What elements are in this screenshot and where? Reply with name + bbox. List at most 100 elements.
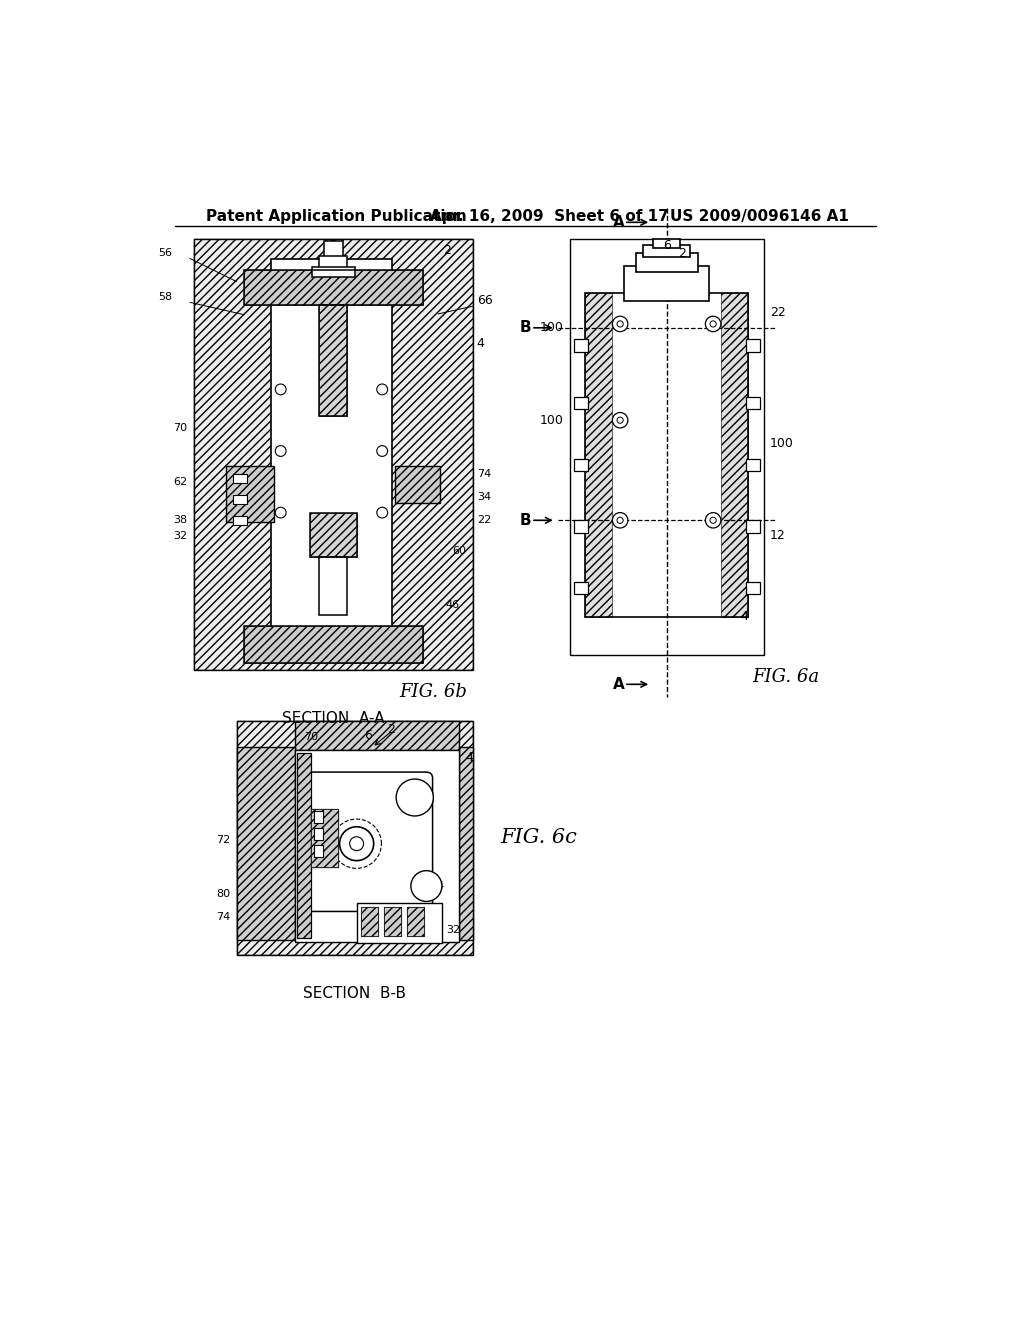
Bar	[653, 239, 680, 248]
Bar	[459, 747, 473, 940]
Text: 100: 100	[770, 437, 794, 450]
Bar	[384, 907, 400, 936]
Bar	[356, 903, 442, 942]
Text: A: A	[612, 677, 625, 692]
Bar	[226, 466, 274, 521]
Circle shape	[612, 412, 628, 428]
Text: 74: 74	[216, 912, 230, 921]
Bar	[384, 907, 400, 936]
Text: 72: 72	[216, 834, 230, 845]
Bar	[311, 809, 338, 867]
Bar	[636, 253, 697, 272]
Bar	[232, 495, 247, 504]
Bar	[319, 305, 347, 416]
Bar	[573, 582, 588, 594]
Text: 22: 22	[770, 306, 785, 319]
Circle shape	[340, 826, 374, 861]
Bar	[245, 626, 423, 663]
Bar	[324, 240, 343, 257]
Bar	[314, 829, 324, 840]
Text: 34: 34	[430, 880, 444, 891]
Circle shape	[377, 384, 388, 395]
Bar	[407, 907, 424, 936]
Text: 100: 100	[540, 321, 563, 334]
Circle shape	[617, 417, 624, 424]
Text: 2: 2	[388, 723, 395, 737]
Text: US 2009/0096146 A1: US 2009/0096146 A1	[671, 209, 849, 223]
Text: FIG. 6c: FIG. 6c	[500, 828, 577, 847]
Circle shape	[275, 507, 286, 517]
Bar	[745, 339, 760, 351]
Circle shape	[710, 517, 716, 524]
Text: B: B	[520, 321, 531, 335]
Bar	[319, 305, 347, 416]
Text: 4: 4	[740, 610, 749, 623]
Text: 70: 70	[304, 733, 317, 742]
Bar	[310, 512, 356, 557]
Bar	[643, 246, 690, 257]
Bar	[745, 582, 760, 594]
Text: SECTION  B-B: SECTION B-B	[303, 986, 406, 1002]
Text: FIG. 6a: FIG. 6a	[752, 668, 819, 685]
Text: 4: 4	[465, 751, 473, 764]
Circle shape	[706, 512, 721, 528]
Bar	[311, 267, 355, 277]
Text: Patent Application Publication: Patent Application Publication	[206, 209, 466, 223]
Bar	[721, 293, 748, 616]
Text: 6: 6	[328, 239, 335, 252]
Bar	[745, 459, 760, 471]
Text: 46: 46	[445, 601, 460, 610]
Text: 2: 2	[678, 247, 686, 260]
Circle shape	[377, 446, 388, 457]
Circle shape	[396, 779, 433, 816]
Bar	[295, 721, 459, 750]
Bar	[232, 516, 247, 525]
Text: 62: 62	[173, 477, 187, 487]
Text: 32: 32	[445, 925, 460, 935]
Circle shape	[612, 317, 628, 331]
Bar	[745, 520, 760, 533]
Circle shape	[275, 384, 286, 395]
Bar	[310, 512, 356, 557]
Bar	[237, 721, 473, 956]
Text: 100: 100	[540, 413, 563, 426]
Text: 56: 56	[158, 248, 172, 259]
Bar	[194, 239, 473, 671]
Circle shape	[617, 321, 624, 327]
Bar	[624, 267, 710, 301]
Text: 58: 58	[158, 292, 172, 302]
Text: 4: 4	[477, 337, 484, 350]
Bar	[569, 239, 764, 655]
Text: 34: 34	[477, 492, 490, 502]
Bar	[297, 752, 311, 937]
Bar	[245, 271, 423, 305]
Circle shape	[710, 321, 716, 327]
Circle shape	[275, 446, 286, 457]
Circle shape	[377, 507, 388, 517]
Bar	[271, 259, 391, 651]
Bar	[407, 907, 424, 936]
Circle shape	[349, 837, 364, 850]
Text: 12: 12	[770, 529, 785, 543]
Bar	[297, 752, 311, 937]
Text: 6: 6	[365, 730, 373, 742]
Bar	[360, 907, 378, 936]
Bar	[395, 466, 440, 503]
Bar	[311, 809, 338, 867]
Bar	[295, 721, 459, 750]
Bar	[237, 721, 473, 956]
Text: 6: 6	[663, 239, 671, 252]
Bar	[586, 293, 748, 616]
Bar	[194, 239, 473, 671]
Text: 32: 32	[173, 531, 187, 541]
Circle shape	[617, 517, 624, 524]
Text: 60: 60	[453, 546, 467, 556]
Text: 38: 38	[173, 515, 187, 525]
FancyBboxPatch shape	[304, 772, 432, 911]
Circle shape	[706, 317, 721, 331]
Bar	[232, 474, 247, 483]
Bar	[314, 845, 324, 857]
Bar	[245, 271, 423, 305]
Bar	[295, 750, 459, 942]
Text: 80: 80	[216, 888, 230, 899]
